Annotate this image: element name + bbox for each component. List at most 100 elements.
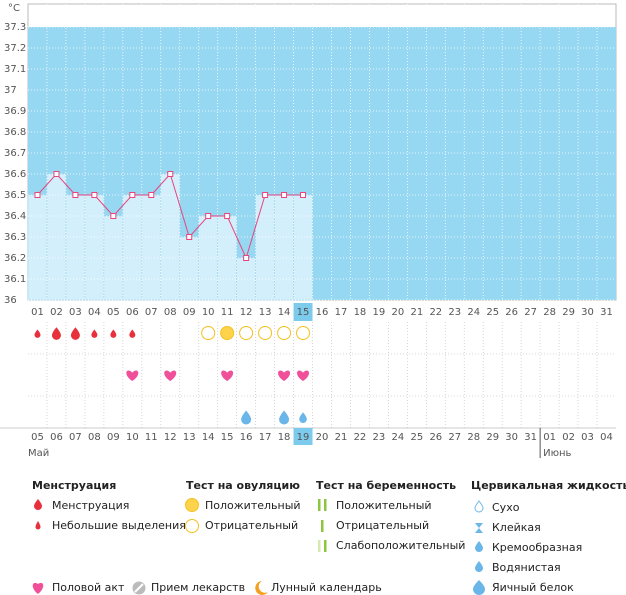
temp-bar (141, 194, 162, 301)
legend-item: Прием лекарств (151, 581, 245, 594)
legend-item: Половой акт (52, 581, 125, 594)
menstruation-mark (110, 329, 117, 338)
date-label: 22 (354, 432, 367, 443)
y-tick-label: 36.4 (4, 211, 26, 222)
day-label: 12 (240, 307, 253, 318)
icon (185, 498, 199, 512)
menstruation-mark (129, 329, 136, 338)
temp-bar (27, 194, 48, 301)
day-label: 19 (373, 307, 386, 318)
day-label: 28 (543, 307, 556, 318)
menstruation-mark (51, 327, 61, 340)
date-label: 19 (297, 432, 310, 443)
icon (255, 581, 268, 595)
temp-point (262, 192, 269, 198)
y-tick-label: 36.7 (4, 148, 26, 159)
icon (185, 519, 199, 533)
temp-point (34, 192, 41, 198)
legend-title: Тест на беременность (316, 479, 456, 492)
cervical-mark (279, 410, 290, 425)
cervical-mark (241, 410, 252, 425)
day-label: 27 (524, 307, 537, 318)
date-label: 17 (259, 432, 272, 443)
menstruation-mark (34, 329, 41, 338)
day-label: 29 (562, 307, 575, 318)
temp-bar (236, 257, 256, 301)
icon (473, 580, 485, 595)
day-label: 09 (183, 307, 196, 318)
y-tick-label: 36.6 (4, 169, 26, 180)
ovulation-mark (220, 326, 235, 340)
date-label: 28 (467, 432, 480, 443)
legend: Менструация Менструация Небольшие выделе… (32, 479, 626, 595)
day-label: 21 (410, 307, 423, 318)
month-label: Май (28, 448, 49, 459)
day-label: 04 (88, 307, 101, 318)
y-tick-label: 36.8 (4, 127, 26, 138)
date-label: 18 (278, 432, 291, 443)
day-label: 10 (202, 307, 215, 318)
menstruation-mark (70, 327, 80, 340)
day-label: 17 (335, 307, 348, 318)
y-tick-label: 37 (4, 85, 17, 96)
legend-item: Слабоположительный (336, 539, 465, 552)
date-label: 06 (50, 432, 63, 443)
day-label: 25 (486, 307, 499, 318)
date-label: 27 (448, 432, 461, 443)
legend-item: Яичный белок (492, 581, 574, 594)
legend-item: Менструация (52, 499, 129, 512)
temp-point (129, 192, 136, 198)
legend-item: Отрицательный (336, 519, 429, 532)
date-label: 23 (373, 432, 386, 443)
ovulation-mark (296, 326, 311, 340)
date-label: 31 (524, 432, 537, 443)
temp-point (167, 171, 174, 177)
date-label: 15 (221, 432, 234, 443)
menstruation-mark (91, 329, 98, 338)
legend-item: Кремообразная (492, 541, 582, 554)
ovulation-mark (258, 326, 273, 340)
day-label: 08 (164, 307, 177, 318)
selected-day (293, 303, 313, 321)
temp-point (281, 192, 288, 198)
icon (134, 583, 144, 593)
icon (318, 540, 327, 552)
legend-title: Цервикальная жидкость (471, 479, 626, 492)
temp-point (91, 192, 98, 198)
date-label: 29 (486, 432, 499, 443)
temp-bar (84, 194, 105, 301)
legend-item: Отрицательный (205, 519, 298, 532)
date-label: 12 (164, 432, 177, 443)
icon (35, 521, 41, 530)
day-label: 15 (297, 307, 310, 318)
date-label: 09 (107, 432, 120, 443)
temp-bar (65, 194, 86, 301)
day-label: 11 (221, 307, 234, 318)
legend-item: Небольшие выделения (52, 519, 186, 532)
temp-point (186, 234, 193, 240)
date-label: 26 (429, 432, 442, 443)
ovulation-mark (277, 326, 292, 340)
intercourse-mark (221, 370, 234, 381)
icon (32, 582, 44, 594)
y-tick-label: 36.3 (4, 232, 26, 243)
temp-point (148, 192, 155, 198)
y-tick-label: 36.5 (4, 190, 26, 201)
day-label: 03 (69, 307, 82, 318)
day-label: 14 (278, 307, 291, 318)
legend-item: Клейкая (492, 521, 541, 534)
date-label: 04 (600, 432, 613, 443)
day-label: 26 (505, 307, 518, 318)
date-label: 30 (505, 432, 518, 443)
day-label: 16 (316, 307, 329, 318)
intercourse-mark (297, 370, 310, 381)
y-tick-label: 37.3 (4, 22, 26, 33)
y-tick-label: 37.1 (4, 64, 26, 75)
y-tick-label: 37.2 (4, 43, 26, 54)
legend-item: Водянистая (492, 561, 561, 574)
y-tick-label: 36 (4, 295, 17, 306)
day-label: 13 (259, 307, 272, 318)
month-label: Июнь (543, 448, 571, 459)
temp-bar (179, 236, 200, 301)
